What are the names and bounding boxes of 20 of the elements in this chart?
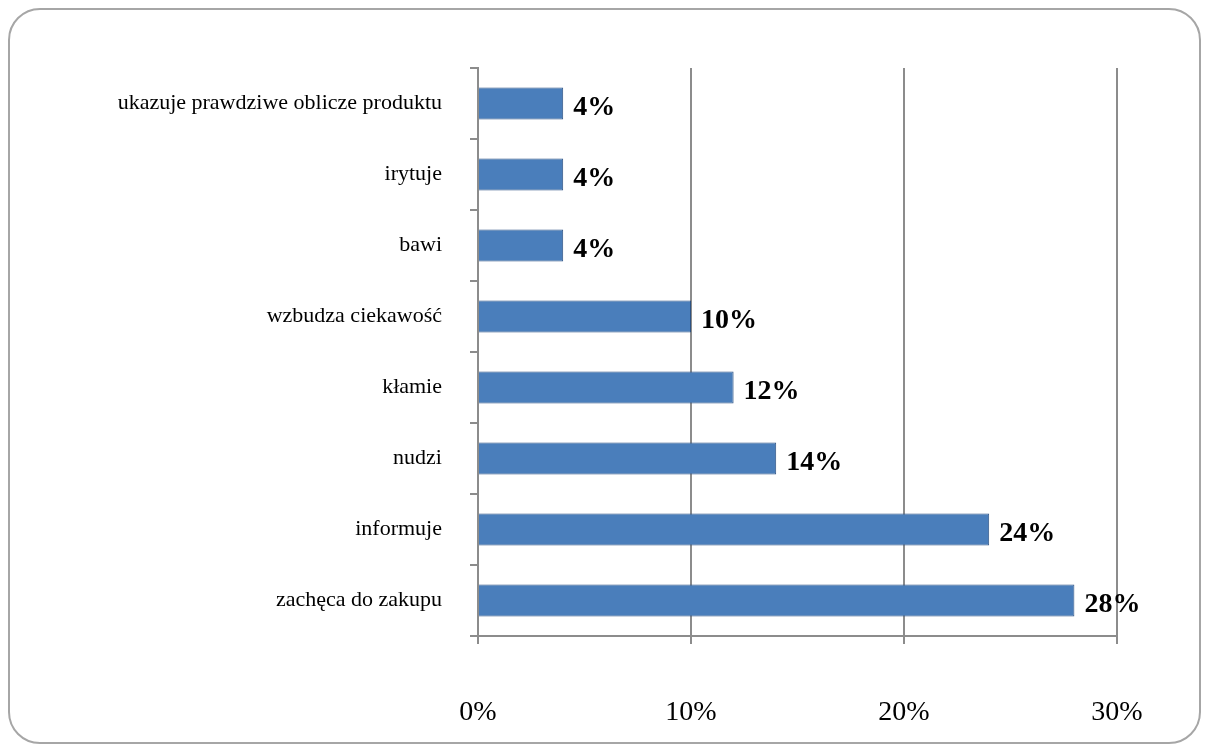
y-tick-label: zachęca do zakupu <box>275 586 442 612</box>
data-label: 14% <box>786 444 843 476</box>
x-tick-label: 20% <box>878 695 930 727</box>
x-tick-label: 10% <box>665 695 717 727</box>
data-label: 10% <box>701 302 757 334</box>
y-tick-label: ukazuje prawdziwe oblicze produktu <box>117 89 442 115</box>
x-tick-label: 30% <box>1091 695 1143 727</box>
x-tick-label: 0% <box>459 695 497 727</box>
y-tick-label: bawi <box>399 231 442 257</box>
data-label: 28% <box>1084 586 1141 618</box>
data-label: 4% <box>573 89 616 121</box>
data-label: 4% <box>573 231 616 263</box>
data-label: 24% <box>999 515 1056 547</box>
y-tick-label: irytuje <box>384 160 442 186</box>
data-label: 12% <box>743 373 800 405</box>
y-tick-label: informuje <box>355 515 442 541</box>
y-tick-label: nudzi <box>393 444 442 470</box>
data-label: 4% <box>573 160 616 192</box>
y-tick-label: kłamie <box>382 373 442 399</box>
y-tick-label: wzbudza ciekawość <box>266 302 443 328</box>
